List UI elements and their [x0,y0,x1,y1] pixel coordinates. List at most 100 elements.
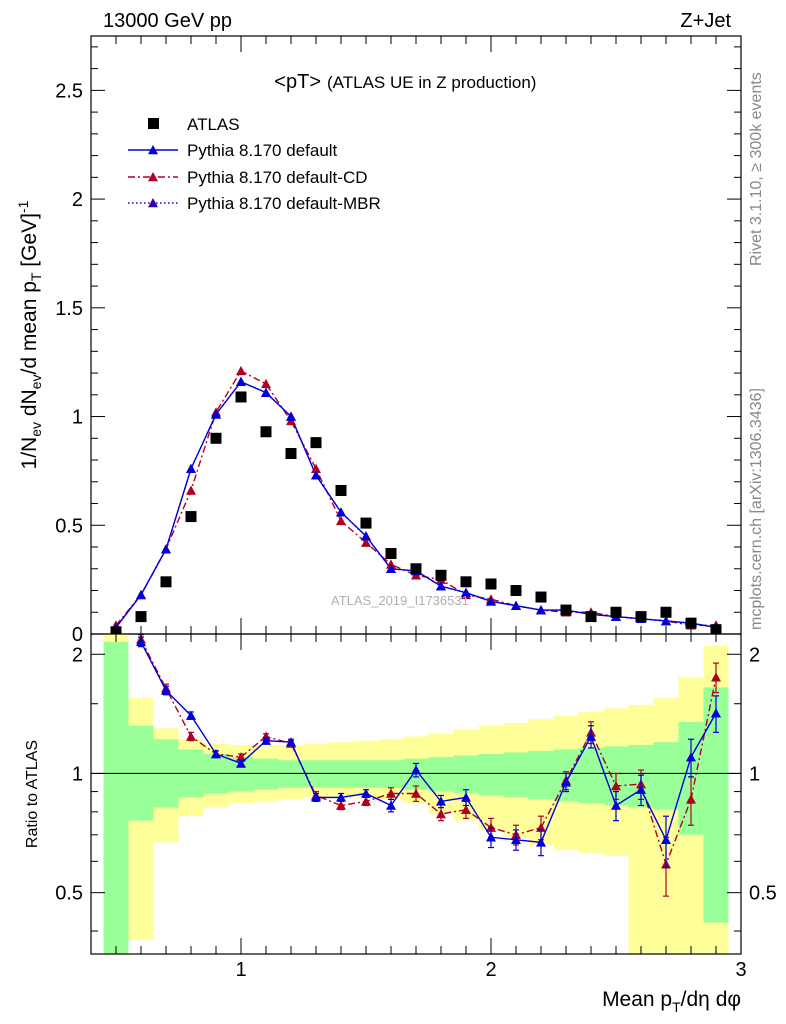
ratio-frame [90,633,742,955]
x-tick-label: 2 [485,959,496,981]
stat-band-bin [578,747,604,804]
point-pythia-8-170-default [261,387,271,397]
ratio-point-pythia-8-170-default [211,748,221,759]
point-atlas [135,611,147,623]
point-pythia-8-170-default [536,605,546,615]
point-atlas [310,437,322,449]
ratio-y-tick-label: 1 [72,763,83,785]
ratio-point-pythia-8-170-default [236,758,246,768]
point-pythia-8-170-default-cd [311,463,321,473]
main-panel: 0 0.5 1 1.5 2 2.5 <pT> (ATLAS UE in Z product… [15,35,742,646]
analysis-watermark: ATLAS_2019_I1736531 [331,593,469,608]
ratio-axes: 0.5 0.5 1 1 2 2 1 2 3 [55,634,777,981]
point-atlas [435,569,447,581]
point-atlas [485,578,497,590]
main-y-axis-label: 1/Nev dNev/d mean pT [GeV]-1 [15,200,44,469]
point-pythia-8-170-default [461,587,471,597]
ratio-point-pythia-8-170-default [461,792,471,802]
stat-band-bin [453,755,479,794]
ratio-point-pythia-8-170-default [586,731,596,741]
x-tick-label: 1 [235,959,246,981]
main-y-tick-label: 1 [72,407,83,429]
main-subtitle: (ATLAS UE in Z production) [327,73,536,92]
header-energy-label: 13000 GeV pp [103,10,232,32]
point-pythia-8-170-default [236,376,246,387]
ratio-y-tick-label: 0.5 [55,883,83,905]
point-atlas [585,611,597,623]
series-line-pythia-8-170-default [115,380,717,629]
ratio-y-axis-label: Ratio to ATLAS [24,740,41,848]
main-axes: 0 0.5 1 1.5 2 2.5 [55,36,742,646]
ratio-line-pythia-8-170-default-cd [140,639,717,867]
ratio-point-pythia-8-170-default [311,792,321,802]
point-pythia-8-170-default [361,531,371,541]
ratio-point-pythia-8-170-default [336,792,346,802]
point-atlas [360,517,372,529]
legend-label-pythia-8-170-default-mbr: Pythia 8.170 default-MBR [187,194,381,213]
ratio-panel: 0.5 0.5 1 1 2 2 1 2 3 Ratio to ATLAS Mean pT/dη … [24,633,777,1015]
ratio-point-pythia-8-170-default [536,837,546,847]
ratio-point-pythia-8-170-default [561,777,571,787]
rivet-version-label: Rivet 3.1.10, ≥ 300k events [748,72,765,266]
ratio-point-pythia-8-170-default [436,796,446,806]
ratio-point-pythia-8-170-default-cd [711,672,721,682]
ratio-point-pythia-8-170-default [411,765,421,775]
ratio-data-layer [136,634,721,897]
ratio-point-pythia-8-170-default [286,737,296,747]
ratio-y-tick-label: 2 [72,644,83,666]
stat-band-bin [653,742,679,810]
ratio-point-pythia-8-170-default-cd [186,731,196,741]
point-atlas [560,604,572,616]
point-atlas [685,617,697,629]
legend-marker-pythia-8-170-default-cd [148,172,158,182]
ratio-point-pythia-8-170-default [186,710,196,720]
ratio-point-pythia-8-170-default-cd [361,796,371,806]
point-pythia-8-170-default [136,589,146,600]
point-pythia-8-170-default [186,463,196,473]
stat-band-bin [528,750,554,800]
x-axis-label: Mean pT/dη dφ [602,988,741,1015]
ratio-point-pythia-8-170-default [386,800,396,810]
point-atlas [210,432,222,444]
ratio-point-pythia-8-170-default-cd [686,794,696,804]
legend-marker-pythia-8-170-default [148,145,158,155]
series-line-pythia-8-170-default-cd [115,369,716,627]
ratio-y-tick-label-right: 1 [749,763,760,785]
point-pythia-8-170-default [311,470,321,480]
point-atlas [410,563,422,575]
stat-band-bin [503,752,529,798]
ratio-point-pythia-8-170-default [161,685,171,695]
ratio-point-pythia-8-170-default-cd [611,780,621,791]
main-y-tick-label: 2.5 [55,80,83,102]
point-atlas [260,426,272,438]
legend-label-atlas: ATLAS [187,115,240,134]
ratio-point-pythia-8-170-default [686,752,696,762]
stat-band-bin [478,753,504,796]
ratio-point-pythia-8-170-default [486,832,496,842]
main-data-layer [110,365,722,634]
point-pythia-8-170-default [286,411,296,421]
point-atlas [535,591,547,603]
x-tick-label: 3 [735,959,746,981]
point-pythia-8-170-default [511,600,521,610]
point-pythia-8-170-default [386,563,396,574]
point-pythia-8-170-default-cd [186,485,196,495]
point-pythia-8-170-default [336,507,346,517]
ratio-y-tick-label-right: 0.5 [749,883,777,905]
point-atlas [660,606,672,618]
ratio-point-pythia-8-170-default-cd [436,808,446,819]
ratio-point-pythia-8-170-default-cd [461,804,471,814]
point-atlas [510,585,522,597]
point-atlas [185,511,197,523]
point-atlas [460,576,472,588]
point-atlas [635,611,647,623]
series-line-pythia-8-170-default-mbr [115,380,717,629]
ratio-point-pythia-8-170-default [636,784,646,794]
point-pythia-8-170-default-cd [236,365,246,376]
legend-label-pythia-8-170-default: Pythia 8.170 default [187,141,338,160]
ratio-point-pythia-8-170-default-cd [411,788,421,798]
header-process-label: Z+Jet [680,10,731,32]
point-atlas [335,484,347,496]
ratio-y-tick-label-right: 2 [749,644,760,666]
syst-band-bin [628,704,654,954]
